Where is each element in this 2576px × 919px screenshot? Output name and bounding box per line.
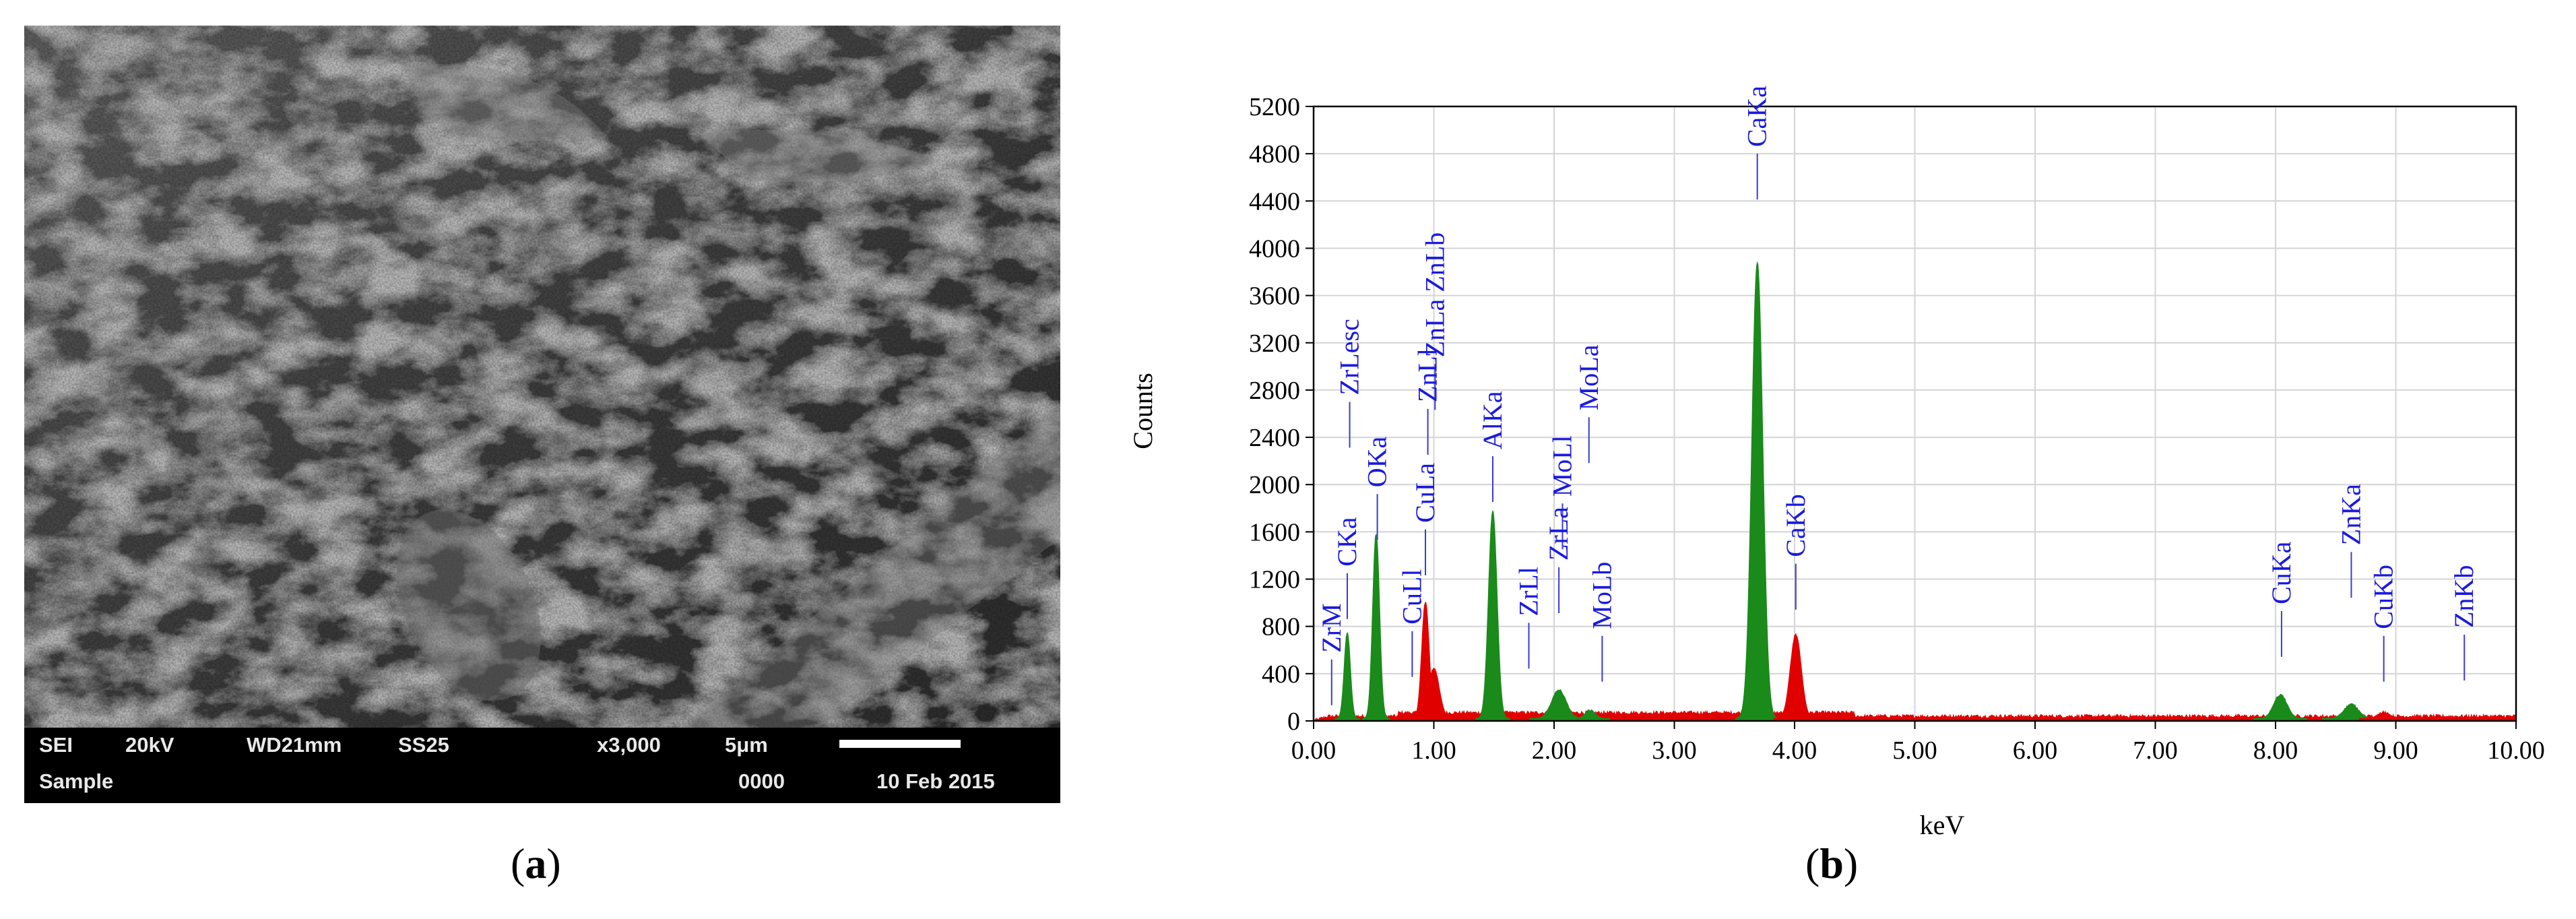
spectrum-peak <box>1570 709 1610 722</box>
sem-info-bar: SEI 20kV WD21mm SS25 x3,000 5μm Sample 0… <box>24 728 1060 803</box>
element-label: CuKa <box>2266 541 2296 604</box>
spectrum-peak <box>2359 709 2409 722</box>
element-label: CaKb <box>1780 494 1811 557</box>
y-tick-label: 4800 <box>1249 140 1300 168</box>
y-tick-label: 2800 <box>1249 377 1300 405</box>
y-tick-label: 2400 <box>1249 424 1300 452</box>
spectrum-peak <box>1362 534 1390 722</box>
sem-mode: SEI <box>39 733 73 757</box>
spectrum-peak <box>1411 668 1456 722</box>
y-tick-label: 3600 <box>1249 282 1300 311</box>
x-tick-label: 7.00 <box>2133 736 2178 765</box>
element-label: CuKb <box>2369 565 2399 629</box>
x-tick-label: 4.00 <box>1772 736 1817 765</box>
element-label: MoLa <box>1574 344 1604 410</box>
sem-magnification: x3,000 <box>597 733 661 757</box>
spectrum-peak <box>2253 693 2308 722</box>
x-tick-label: 9.00 <box>2373 736 2418 765</box>
y-tick-label: 400 <box>1262 660 1300 689</box>
element-label: ZrLl <box>1514 567 1544 616</box>
spectrum-peak <box>1735 261 1780 722</box>
x-axis-label: keV <box>1920 810 1965 840</box>
x-tick-label: 0.00 <box>1291 736 1337 765</box>
y-axis-label: Counts <box>1128 373 1158 449</box>
sem-panel: SEI 20kV WD21mm SS25 x3,000 5μm Sample 0… <box>24 26 1060 803</box>
x-tick-label: 1.00 <box>1411 736 1456 765</box>
element-label: CuLl <box>1396 569 1427 624</box>
y-tick-label: 1200 <box>1249 566 1300 594</box>
sem-image-number: 0000 <box>738 769 785 793</box>
spectrum-peak <box>1334 631 1360 722</box>
sem-micrograph <box>24 26 1060 728</box>
element-label: OKa <box>1362 436 1392 487</box>
element-label: CaKa <box>1742 86 1772 147</box>
y-tick-label: 4400 <box>1249 187 1300 216</box>
y-tick-label: 800 <box>1262 613 1300 641</box>
x-tick-label: 6.00 <box>2013 736 2058 765</box>
element-label: ZnKb <box>2449 565 2479 628</box>
element-label: ZrM <box>1316 603 1347 652</box>
y-tick-label: 2000 <box>1249 471 1300 499</box>
x-tick-label: 2.00 <box>1532 736 1577 765</box>
element-label: ZrLesc <box>1334 319 1365 395</box>
sem-spot-size: SS25 <box>398 733 449 757</box>
y-tick-label: 4000 <box>1249 234 1300 263</box>
element-label: ZnKa <box>2336 484 2366 545</box>
spectrum-peak <box>1773 633 1818 722</box>
sem-sample: Sample <box>39 769 114 793</box>
element-label: CKa <box>1332 517 1362 567</box>
sem-working-distance: WD21mm <box>247 733 342 757</box>
scale-bar <box>839 740 961 748</box>
x-tick-label: 10.00 <box>2487 736 2545 765</box>
x-tick-label: 8.00 <box>2253 736 2298 765</box>
y-tick-label: 0 <box>1287 707 1300 736</box>
x-tick-label: 3.00 <box>1652 736 1697 765</box>
element-label: ZrLa <box>1543 507 1574 561</box>
y-tick-label: 5200 <box>1249 93 1300 121</box>
element-label: MoLb <box>1586 562 1617 629</box>
sem-date: 10 Feb 2015 <box>876 769 995 793</box>
element-label: ZnLa ZnLb <box>1419 232 1450 358</box>
sem-voltage: 20kV <box>125 733 174 757</box>
y-tick-label: 3200 <box>1249 329 1300 358</box>
x-tick-label: 5.00 <box>1892 736 1937 765</box>
element-label: AlKa <box>1477 391 1508 449</box>
spectrum-peak <box>1475 509 1510 722</box>
panel-label-b: (b) <box>1805 839 1859 887</box>
y-tick-label: 1600 <box>1249 518 1300 546</box>
element-label: ZnLl <box>1413 348 1443 402</box>
element-label: CuLa <box>1410 463 1440 523</box>
panel-label-a: (a) <box>511 839 561 887</box>
background-continuum <box>1313 709 2517 722</box>
element-label: MoLl <box>1547 435 1577 497</box>
sem-scale-label: 5μm <box>725 733 768 757</box>
